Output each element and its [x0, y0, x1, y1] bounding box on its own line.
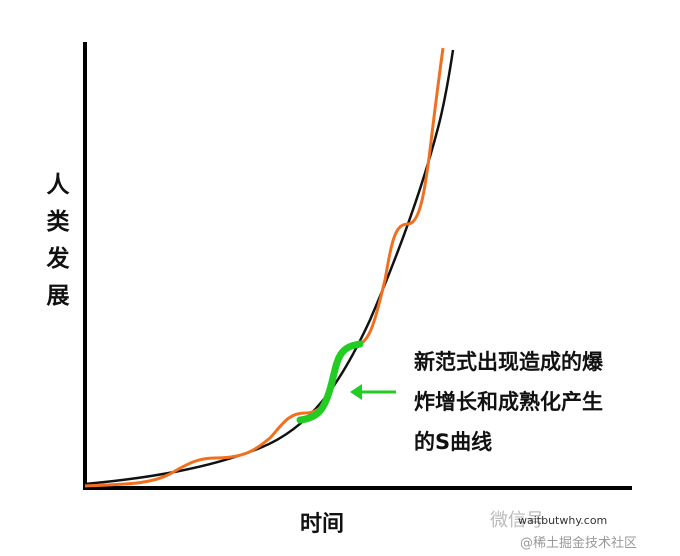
s-curve-path — [84, 47, 445, 488]
highlight-s-curve — [296, 340, 364, 424]
watermark: @稀土掘金技术社区 — [520, 536, 638, 551]
source: waitbutwhy.com — [518, 514, 608, 527]
annotation-line: 炸增长和成熟化产生 — [414, 390, 603, 414]
annotation: 新范式出现造成的爆 炸增长和成熟化产生 的S曲线 — [414, 342, 603, 462]
x-label: 时间 — [300, 512, 345, 537]
arrow-head — [350, 384, 362, 400]
annotation-line: 的S曲线 — [414, 430, 493, 454]
wechat-mark: 微信号 — [490, 510, 544, 531]
exponential-curve — [84, 49, 455, 486]
y-label: 人类发展 — [42, 172, 68, 320]
annotation-line: 新范式出现造成的爆 — [414, 350, 603, 374]
